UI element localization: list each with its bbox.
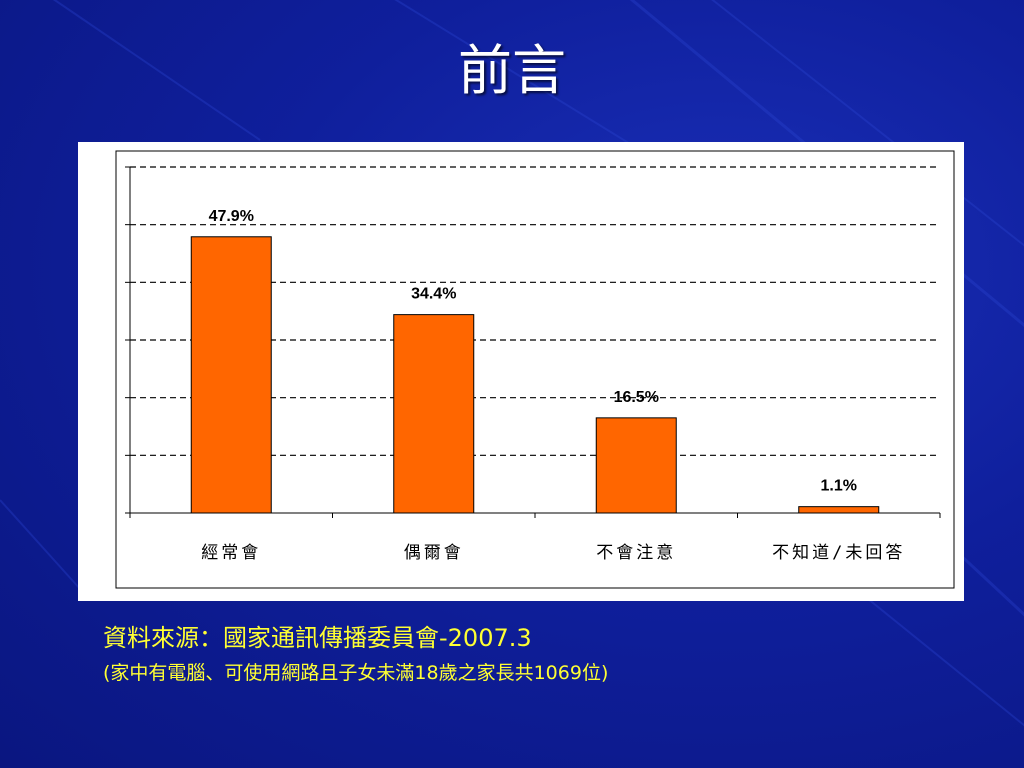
bar-chart: 47.9% 34.4% 16.5% 1.1% 經常會 偶爾會 不會注意 不知道/未回答 [115, 150, 955, 589]
bar [190, 236, 272, 514]
category-label: 偶爾會 [404, 543, 464, 563]
data-label: 16.5% [614, 389, 659, 406]
data-label-layer: 47.9% 34.4% 16.5% 1.1% [209, 208, 857, 495]
chart-panel: 47.9% 34.4% 16.5% 1.1% 經常會 偶爾會 不會注意 不知道/未回答 [78, 142, 964, 601]
category-label-layer: 經常會 偶爾會 不會注意 不知道/未回答 [201, 543, 905, 563]
data-label: 47.9% [209, 208, 254, 225]
bar [595, 417, 677, 514]
slide-title: 前言 [458, 39, 566, 102]
category-label: 經常會 [201, 543, 261, 563]
category-label: 不會注意 [596, 543, 676, 563]
data-label: 1.1% [821, 478, 857, 495]
category-label: 不知道/未回答 [772, 543, 905, 563]
plot-frame [115, 150, 955, 589]
bar-layer [190, 236, 880, 514]
axis-layer [125, 166, 941, 518]
bar [393, 314, 475, 514]
bar [798, 506, 880, 514]
source-citation: 資料來源：國家通訊傳播委員會-2007.3 [103, 624, 532, 652]
sample-note: (家中有電腦、可使用網路且子女未滿18歲之家長共1069位) [103, 662, 609, 684]
data-label: 34.4% [411, 286, 456, 303]
